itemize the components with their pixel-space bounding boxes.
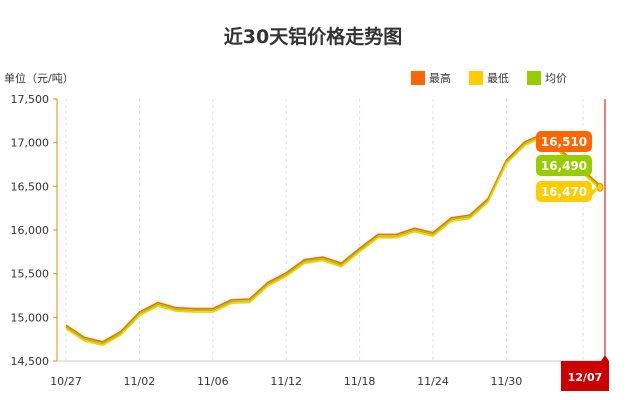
series-end-marker[interactable] (596, 182, 604, 192)
legend-swatch-low (469, 71, 483, 85)
legend-label-high: 最高 (429, 72, 451, 85)
end-value-text-low: 16,470 (541, 185, 587, 199)
legend-swatch-high (411, 71, 425, 85)
y-tick-label: 17,500 (11, 93, 50, 106)
y-tick-label: 17,000 (11, 137, 50, 150)
y-tick-label: 14,500 (11, 355, 50, 368)
y-axis-unit-label: 单位（元/吨） (4, 72, 74, 85)
legend-item-high[interactable]: 最高 (411, 70, 451, 86)
end-value-text-avg: 16,490 (541, 159, 587, 173)
y-tick-label: 16,500 (11, 180, 50, 193)
y-tick-label: 15,000 (11, 311, 50, 324)
legend-swatch-avg (527, 71, 541, 85)
x-tick-label: 10/27 (50, 375, 82, 388)
legend-label-low: 最低 (487, 72, 509, 85)
legend-item-avg[interactable]: 均价 (527, 70, 567, 86)
series-line[interactable] (65, 136, 601, 347)
chart-title: 近30天铝价格走势图 (223, 26, 403, 48)
end-value-label-high (536, 131, 592, 152)
y-tick-label: 16,000 (11, 224, 50, 237)
x-tick-label: 11/12 (270, 375, 302, 388)
x-tick-label: 11/30 (491, 375, 523, 388)
end-label-pointer (592, 186, 600, 196)
x-tick-label: 11/06 (197, 375, 229, 388)
current-date-badge[interactable] (561, 361, 609, 391)
legend-item-low[interactable]: 最低 (469, 70, 509, 86)
y-tick-label: 15,500 (11, 268, 50, 281)
x-tick-label: 11/18 (344, 375, 376, 388)
end-value-text-high: 16,510 (541, 135, 587, 149)
current-date-label: 12/07 (568, 371, 603, 384)
x-tick-label: 11/02 (124, 375, 156, 388)
x-tick-label: 11/24 (417, 375, 449, 388)
series-line[interactable] (65, 132, 601, 343)
legend-label-avg: 均价 (545, 72, 567, 85)
current-date-badge-arrow (601, 355, 609, 361)
end-value-label-avg (536, 155, 592, 176)
end-value-label-low (536, 181, 592, 202)
series-line[interactable] (65, 134, 601, 345)
